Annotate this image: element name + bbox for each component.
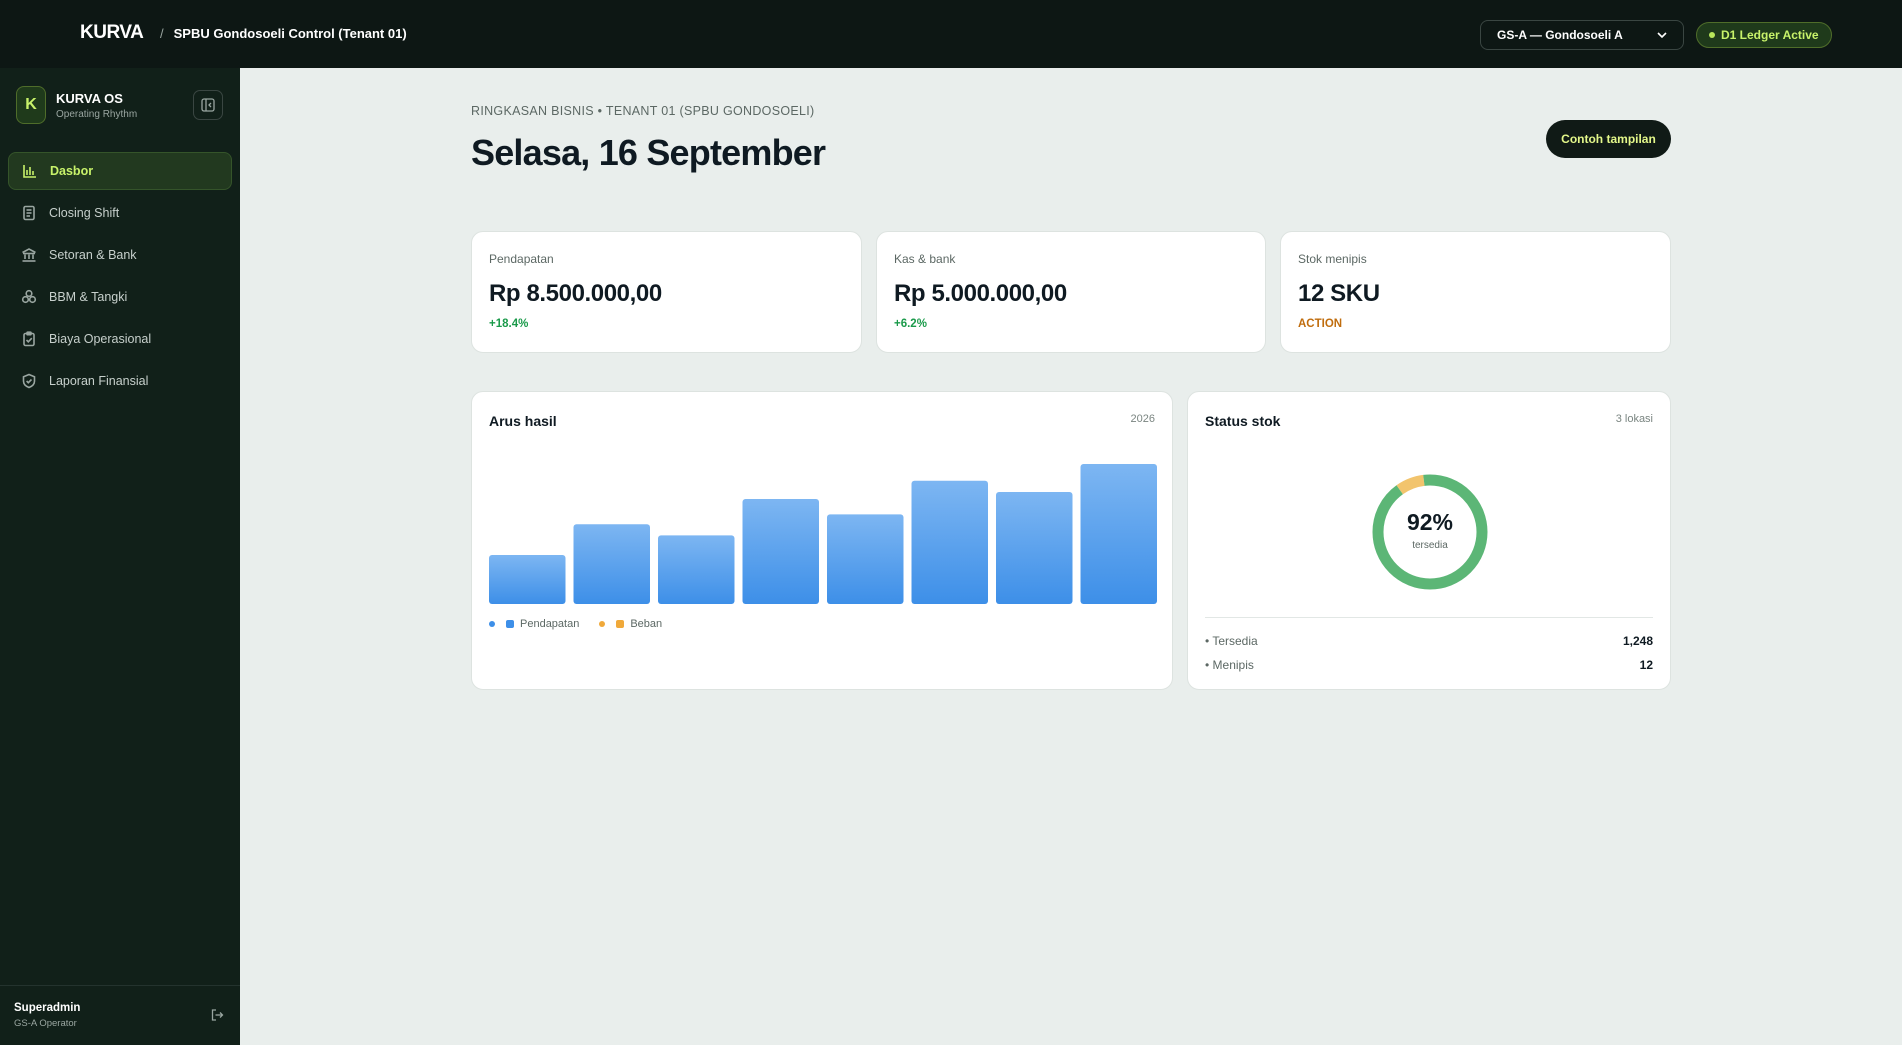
bar-pendapatan-4[interactable]	[742, 499, 820, 604]
sidebar-item-label: Setoran & Bank	[49, 248, 137, 262]
stock-locations: 3 lokasi	[1615, 413, 1653, 425]
legend-swatch-icon	[616, 620, 625, 628]
tenant-select[interactable]: GS-A — Gondosoeli A	[1480, 20, 1684, 50]
legend-dot-icon	[599, 621, 606, 627]
shield-check-icon	[22, 373, 36, 389]
page-eyebrow: RINGKASAN BISNIS • TENANT 01 (SPBU GONDO…	[471, 104, 815, 118]
cashflow-bar-chart	[489, 464, 1157, 604]
kpi-value: Rp 8.500.000,00	[489, 280, 662, 307]
stock-row-value: 1,248	[1622, 634, 1653, 648]
stock-row-tersedia: • Tersedia 1,248	[1205, 634, 1653, 648]
sidebar-item-laporan-finansial[interactable]: Laporan Finansial	[8, 362, 232, 400]
stock-donut-chart	[1372, 474, 1488, 590]
kpi-delta: +6.2%	[894, 318, 927, 330]
sidebar-item-dasbor[interactable]: Dasbor	[8, 152, 232, 190]
sidebar-item-label: Laporan Finansial	[49, 374, 149, 388]
kpi-action-badge: ACTION	[1298, 318, 1343, 330]
sidebar-collapse-button[interactable]	[193, 90, 223, 120]
workspace-name: KURVA OS	[56, 90, 123, 106]
stock-status-panel: Status stok 3 lokasi 92% tersedia • Ters…	[1187, 391, 1671, 690]
workspace-logo: K	[16, 86, 46, 124]
stock-row-label: • Tersedia	[1205, 634, 1258, 648]
legend-item-pendapatan[interactable]: Pendapatan	[489, 618, 579, 630]
workspace-subtitle: Operating Rhythm	[56, 108, 138, 120]
stock-row-value: 12	[1639, 658, 1653, 672]
bank-icon	[22, 248, 36, 262]
legend-item-beban[interactable]: Beban	[599, 618, 662, 630]
logout-icon[interactable]	[210, 1008, 224, 1022]
donut-slice-tersedia[interactable]	[1372, 474, 1488, 590]
cashflow-title: Arus hasil	[489, 413, 557, 429]
stock-row-label: • Menipis	[1205, 658, 1254, 672]
legend-label: Beban	[630, 618, 663, 630]
page-title: Selasa, 16 September	[471, 132, 826, 173]
sidebar-item-label: Biaya Operasional	[49, 332, 152, 346]
kpi-value: 12 SKU	[1298, 280, 1380, 307]
breadcrumb-separator: /	[160, 26, 164, 41]
user-panel: Superadmin GS-A Operator	[0, 985, 240, 1045]
stock-title: Status stok	[1205, 413, 1281, 429]
bar-pendapatan-3[interactable]	[658, 535, 735, 604]
bar-pendapatan-1[interactable]	[489, 555, 566, 604]
bar-pendapatan-5[interactable]	[827, 514, 904, 604]
sidebar-item-setoran-bank[interactable]: Setoran & Bank	[8, 236, 232, 274]
bar-pendapatan-8[interactable]	[1080, 464, 1158, 604]
chart-legend: Pendapatan Beban	[489, 618, 682, 630]
cashflow-year[interactable]: 2026	[1130, 413, 1155, 425]
sidebar-item-biaya-operasional[interactable]: Biaya Operasional	[8, 320, 232, 358]
kpi-card-stok-menipis: Stok menipis 12 SKU ACTION	[1280, 231, 1671, 353]
clipboard-check-icon	[23, 331, 35, 347]
legend-label: Pendapatan	[520, 618, 580, 630]
breadcrumb-context: SPBU Gondosoeli Control (Tenant 01)	[173, 26, 407, 41]
bar-chart-icon	[23, 165, 36, 178]
donut-percent: 92%	[1406, 509, 1454, 535]
tenant-select-value: GS-A — Gondosoeli A	[1497, 28, 1623, 42]
document-icon	[23, 205, 35, 221]
bar-pendapatan-7[interactable]	[996, 492, 1073, 604]
kpi-value: Rp 5.000.000,00	[894, 280, 1067, 307]
ledger-status-label: D1 Ledger Active	[1721, 28, 1819, 42]
legend-swatch-icon	[506, 620, 514, 628]
donut-caption: tersedia	[1412, 540, 1448, 551]
stock-row-menipis: • Menipis 12	[1205, 658, 1653, 672]
kpi-label: Kas & bank	[894, 252, 956, 266]
kpi-card-pendapatan: Pendapatan Rp 8.500.000,00 +18.4%	[471, 231, 862, 353]
sidebar-item-closing-shift[interactable]: Closing Shift	[8, 194, 232, 232]
breadcrumb: / SPBU Gondosoeli Control (Tenant 01)	[160, 26, 407, 41]
kpi-label: Stok menipis	[1298, 252, 1367, 266]
legend-dot-icon	[489, 621, 495, 627]
divider	[1205, 617, 1653, 618]
status-dot-icon	[1709, 32, 1715, 38]
chevron-down-icon	[1657, 32, 1667, 39]
user-role: GS-A Operator	[14, 1018, 77, 1029]
sidebar: K KURVA OS Operating Rhythm Dasbor Closi…	[0, 68, 240, 1045]
sidebar-item-label: Dasbor	[50, 164, 94, 178]
bar-pendapatan-6[interactable]	[911, 480, 989, 604]
bar-pendapatan-2[interactable]	[573, 524, 651, 604]
barrels-icon	[21, 289, 37, 304]
sidebar-nav: Dasbor Closing Shift Setoran & Bank BBM …	[8, 152, 232, 404]
user-name: Superadmin	[14, 1002, 81, 1014]
kpi-card-kas-bank: Kas & bank Rp 5.000.000,00 +6.2%	[876, 231, 1266, 353]
workspace-header: K KURVA OS Operating Rhythm	[16, 86, 137, 124]
sidebar-item-label: Closing Shift	[49, 206, 120, 220]
brand-logo[interactable]: KURVA	[80, 22, 144, 43]
kpi-label: Pendapatan	[489, 252, 554, 266]
sidebar-item-bbm-tangki[interactable]: BBM & Tangki	[8, 278, 232, 316]
sidebar-item-label: BBM & Tangki	[49, 290, 128, 304]
cashflow-panel: Arus hasil 2026 Pendapatan Beban	[471, 391, 1173, 690]
sample-view-button[interactable]: Contoh tampilan	[1546, 120, 1671, 158]
donut-center: 92% tersedia	[1380, 509, 1480, 551]
ledger-status-badge: D1 Ledger Active	[1696, 22, 1832, 48]
top-bar: KURVA / SPBU Gondosoeli Control (Tenant …	[0, 0, 1902, 68]
kpi-delta: +18.4%	[489, 318, 529, 330]
sidebar-collapse-icon	[201, 98, 215, 112]
